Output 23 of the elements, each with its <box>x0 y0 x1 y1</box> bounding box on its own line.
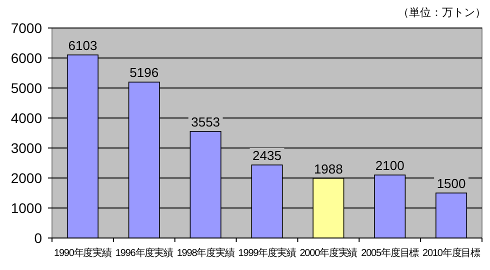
data-label: 1988 <box>314 161 343 176</box>
data-label: 2435 <box>252 148 282 163</box>
text: （単位：万トン） <box>398 7 486 19</box>
y-tick-label: 1000 <box>10 200 42 216</box>
y-tick-label: 6000 <box>10 50 42 66</box>
x-tick-label: 2005年度目標 <box>361 247 420 259</box>
x-tick-label: 2010年度目標 <box>422 247 481 259</box>
data-label: 6103 <box>68 38 98 53</box>
y-tick-label: 5000 <box>10 80 42 96</box>
x-tick-label: 1999年度実績 <box>238 247 296 259</box>
y-tick-label: 2000 <box>10 170 42 186</box>
x-tick-label: 2000年度実績 <box>300 247 358 259</box>
y-tick-label: 0 <box>34 230 42 246</box>
data-label: 1500 <box>436 176 466 191</box>
x-tick-label: 1990年度実績 <box>54 247 112 259</box>
y-tick-label: 3000 <box>10 140 42 156</box>
data-label: 2100 <box>375 158 404 173</box>
y-tick-label: 4000 <box>10 110 42 126</box>
data-label: 5196 <box>130 65 159 80</box>
x-tick-label: 1996年度実績 <box>115 247 174 259</box>
x-tick-label: 1998年度実績 <box>176 247 235 259</box>
y-tick-label: 7000 <box>10 20 42 36</box>
data-label: 3553 <box>191 114 220 130</box>
